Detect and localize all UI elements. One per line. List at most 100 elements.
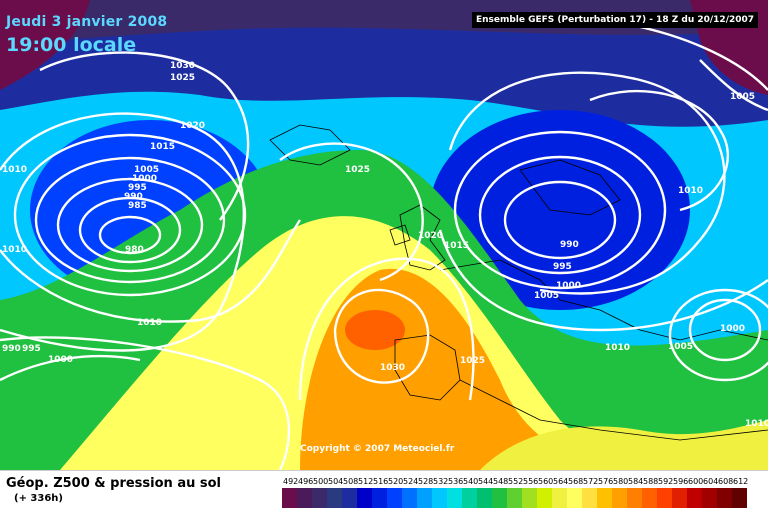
isobar-label: 1005 <box>134 165 159 175</box>
isobar-label: 1030 <box>170 61 195 71</box>
legend-swatch <box>432 488 447 508</box>
legend-swatch <box>552 488 567 508</box>
isobar-label: 1025 <box>170 73 195 83</box>
legend-level-label: 580 <box>613 477 628 486</box>
coastlines <box>269 124 768 441</box>
legend-level-label: 548 <box>493 477 508 486</box>
legend-swatch <box>327 488 342 508</box>
isobar-label: 990 <box>124 192 143 202</box>
legend-swatch <box>717 488 732 508</box>
isobar-labels: 1030 1025 1020 1015 1005 1000 995 990 98… <box>2 61 768 429</box>
isobar-label: 1015 <box>444 241 469 251</box>
legend-level-label: 520 <box>388 477 403 486</box>
legend-swatch <box>612 488 627 508</box>
isobar-label: 1010 <box>2 165 27 175</box>
legend-level-label: 600 <box>688 477 703 486</box>
legend-level-label: 608 <box>718 477 733 486</box>
field-low-east <box>430 110 690 310</box>
isobar-label: 995 <box>22 344 41 354</box>
isobar-label: 1010 <box>2 245 27 255</box>
isobar-label: 1005 <box>534 291 559 301</box>
legend-swatch <box>342 488 357 508</box>
chart-date: Jeudi 3 janvier 2008 <box>6 14 168 30</box>
legend-level-label: 536 <box>448 477 463 486</box>
isobar-label: 1010 <box>605 343 630 353</box>
isobar-lines <box>0 18 768 470</box>
isobar-label: 1005 <box>730 92 755 102</box>
legend-swatch <box>642 488 657 508</box>
legend-level-label: 568 <box>568 477 583 486</box>
legend-level-label: 588 <box>643 477 658 486</box>
geopotential-map: 1030 1025 1020 1015 1005 1000 995 990 98… <box>0 0 768 470</box>
isobar-label: 1010 <box>678 186 703 196</box>
legend-swatch <box>582 488 597 508</box>
legend-swatch <box>672 488 687 508</box>
isobar-label: 1000 <box>48 355 73 365</box>
legend-swatch <box>627 488 642 508</box>
legend-swatch <box>417 488 432 508</box>
legend-swatch <box>387 488 402 508</box>
isobar-label: 995 <box>553 262 572 272</box>
legend-swatch <box>657 488 672 508</box>
field-ridge-core <box>345 310 405 350</box>
isobar-label: 985 <box>128 201 147 211</box>
legend-level-label: 524 <box>403 477 418 486</box>
legend-swatch <box>357 488 372 508</box>
isobar-label: 980 <box>125 245 144 255</box>
isobar-label: 1020 <box>418 231 443 241</box>
legend-swatch <box>297 488 312 508</box>
color-legend: 492 496 500 504 508 512 516 520 524 528 532 536 540 5… <box>282 477 748 508</box>
legend-level-label: 592 <box>658 477 673 486</box>
legend-level-label: 544 <box>478 477 493 486</box>
legend-labels: 492 496 500 504 508 512 516 520 524 528 532 536 540 5… <box>283 477 748 486</box>
legend-level-label: 612 <box>733 477 748 486</box>
isobar-label: 1030 <box>380 363 405 373</box>
isobar-label: 1025 <box>460 356 485 366</box>
legend-level-label: 504 <box>328 477 343 486</box>
legend-swatch <box>507 488 522 508</box>
legend-swatch <box>597 488 612 508</box>
ensemble-label: Ensemble GEFS (Perturbation 17) - 18 Z d… <box>472 12 758 28</box>
chart-time: 19:00 locale <box>6 34 137 56</box>
isobar-label: 1025 <box>345 165 370 175</box>
legend-level-label: 556 <box>523 477 538 486</box>
legend-swatch <box>522 488 537 508</box>
legend-swatch <box>687 488 702 508</box>
legend-swatch <box>492 488 507 508</box>
field-polar-top <box>0 0 768 45</box>
legend-level-label: 552 <box>508 477 523 486</box>
legend-level-label: 532 <box>433 477 448 486</box>
legend-level-label: 508 <box>343 477 358 486</box>
field-yellow-right <box>480 420 768 470</box>
legend-swatch <box>567 488 582 508</box>
footer-title: Géop. Z500 & pression au sol <box>6 476 221 491</box>
legend-level-label: 584 <box>628 477 643 486</box>
isobar-label: 1010 <box>137 318 162 328</box>
legend-swatch <box>537 488 552 508</box>
legend-swatch <box>372 488 387 508</box>
legend-level-label: 496 <box>298 477 313 486</box>
legend-level-label: 572 <box>583 477 598 486</box>
legend-level-label: 596 <box>673 477 688 486</box>
legend-swatch <box>477 488 492 508</box>
legend-level-label: 576 <box>598 477 613 486</box>
legend-swatch <box>312 488 327 508</box>
legend-level-label: 492 <box>283 477 298 486</box>
legend-level-label: 560 <box>538 477 553 486</box>
field-polar-corner-left <box>0 0 90 90</box>
legend-level-label: 500 <box>313 477 328 486</box>
legend-swatches <box>282 488 747 508</box>
isobar-label: 1020 <box>180 121 205 131</box>
isobar-label: 1000 <box>132 174 157 184</box>
legend-level-label: 564 <box>553 477 568 486</box>
isobar-label: 1000 <box>720 324 745 334</box>
legend-swatch <box>702 488 717 508</box>
isobar-label: 1005 <box>668 342 693 352</box>
legend-swatch <box>402 488 417 508</box>
legend-level-label: 540 <box>463 477 478 486</box>
legend-level-label: 528 <box>418 477 433 486</box>
isobar-label: 1000 <box>556 281 581 291</box>
legend-level-label: 604 <box>703 477 718 486</box>
legend-level-label: 516 <box>373 477 388 486</box>
